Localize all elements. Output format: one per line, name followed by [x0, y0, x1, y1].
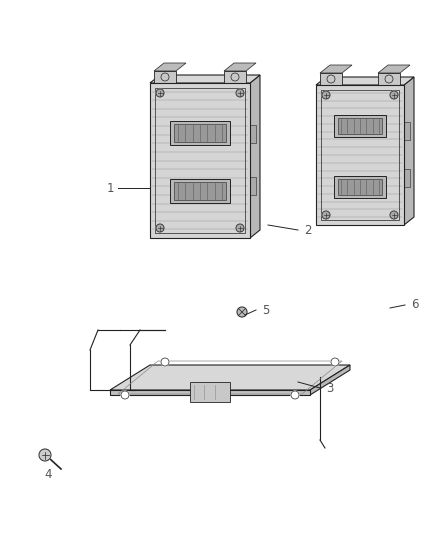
Circle shape: [322, 91, 330, 99]
Circle shape: [236, 89, 244, 97]
FancyBboxPatch shape: [320, 73, 342, 85]
Polygon shape: [224, 63, 256, 71]
FancyBboxPatch shape: [402, 169, 410, 187]
Text: 3: 3: [326, 382, 334, 394]
FancyBboxPatch shape: [334, 176, 386, 198]
Circle shape: [156, 89, 164, 97]
Polygon shape: [250, 75, 260, 238]
Circle shape: [161, 358, 169, 366]
Polygon shape: [378, 65, 410, 73]
Polygon shape: [316, 85, 404, 225]
Polygon shape: [320, 65, 352, 73]
Circle shape: [291, 391, 299, 399]
FancyBboxPatch shape: [190, 382, 230, 402]
Circle shape: [322, 211, 330, 219]
FancyBboxPatch shape: [224, 71, 246, 83]
Circle shape: [121, 391, 129, 399]
FancyBboxPatch shape: [248, 177, 256, 195]
Polygon shape: [110, 390, 310, 395]
Circle shape: [237, 307, 247, 317]
Text: 4: 4: [44, 469, 52, 481]
Circle shape: [331, 358, 339, 366]
FancyBboxPatch shape: [154, 71, 176, 83]
FancyBboxPatch shape: [174, 124, 226, 142]
FancyBboxPatch shape: [402, 122, 410, 140]
Text: 2: 2: [304, 223, 312, 237]
Text: 1: 1: [106, 182, 114, 195]
Polygon shape: [404, 77, 414, 225]
FancyBboxPatch shape: [174, 182, 226, 200]
Circle shape: [390, 211, 398, 219]
Text: 6: 6: [411, 298, 419, 311]
FancyBboxPatch shape: [334, 115, 386, 137]
FancyBboxPatch shape: [248, 125, 256, 143]
FancyBboxPatch shape: [338, 179, 382, 195]
Polygon shape: [150, 75, 260, 83]
Polygon shape: [310, 365, 350, 395]
FancyBboxPatch shape: [378, 73, 400, 85]
Circle shape: [39, 449, 51, 461]
Circle shape: [236, 224, 244, 232]
Polygon shape: [154, 63, 186, 71]
FancyBboxPatch shape: [170, 179, 230, 203]
FancyBboxPatch shape: [170, 121, 230, 145]
FancyBboxPatch shape: [338, 118, 382, 134]
Circle shape: [390, 91, 398, 99]
Polygon shape: [110, 365, 350, 390]
Polygon shape: [150, 83, 250, 238]
Text: 5: 5: [262, 303, 270, 317]
Circle shape: [156, 224, 164, 232]
Polygon shape: [316, 77, 414, 85]
